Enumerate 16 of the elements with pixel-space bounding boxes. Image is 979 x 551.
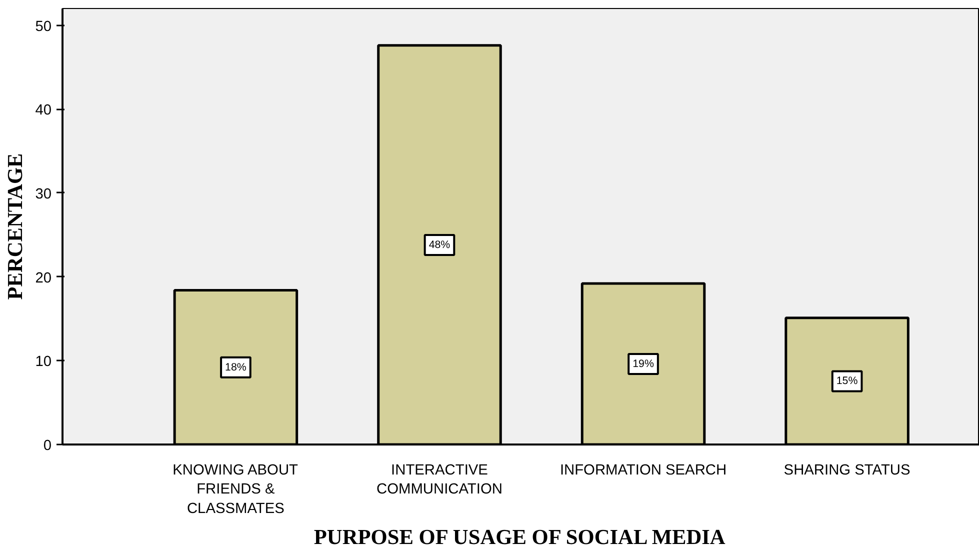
- data-label: 18%: [225, 361, 247, 374]
- y-tick-label: 0: [43, 438, 52, 454]
- y-axis-title: PERCENTAGE: [3, 153, 28, 300]
- y-tick-label: 30: [35, 186, 52, 202]
- y-tick-label: 50: [35, 18, 52, 35]
- x-tick-label: SHARING STATUS: [784, 462, 911, 478]
- x-tick-label: KNOWING ABOUT FRIENDS & CLASSMATES: [172, 462, 298, 517]
- data-label: 15%: [836, 375, 858, 388]
- y-tick-label: 20: [35, 270, 52, 286]
- x-tick-label: INTERACTIVE COMMUNICATION: [376, 462, 502, 498]
- x-tick-label: INFORMATION SEARCH: [560, 462, 727, 478]
- data-label: 48%: [428, 238, 451, 251]
- data-label: 19%: [632, 358, 654, 370]
- y-tick-label: 40: [35, 102, 52, 119]
- y-tick-label: 10: [35, 354, 52, 370]
- x-axis-title: PURPOSE OF USAGE OF SOCIAL MEDIA: [314, 524, 726, 549]
